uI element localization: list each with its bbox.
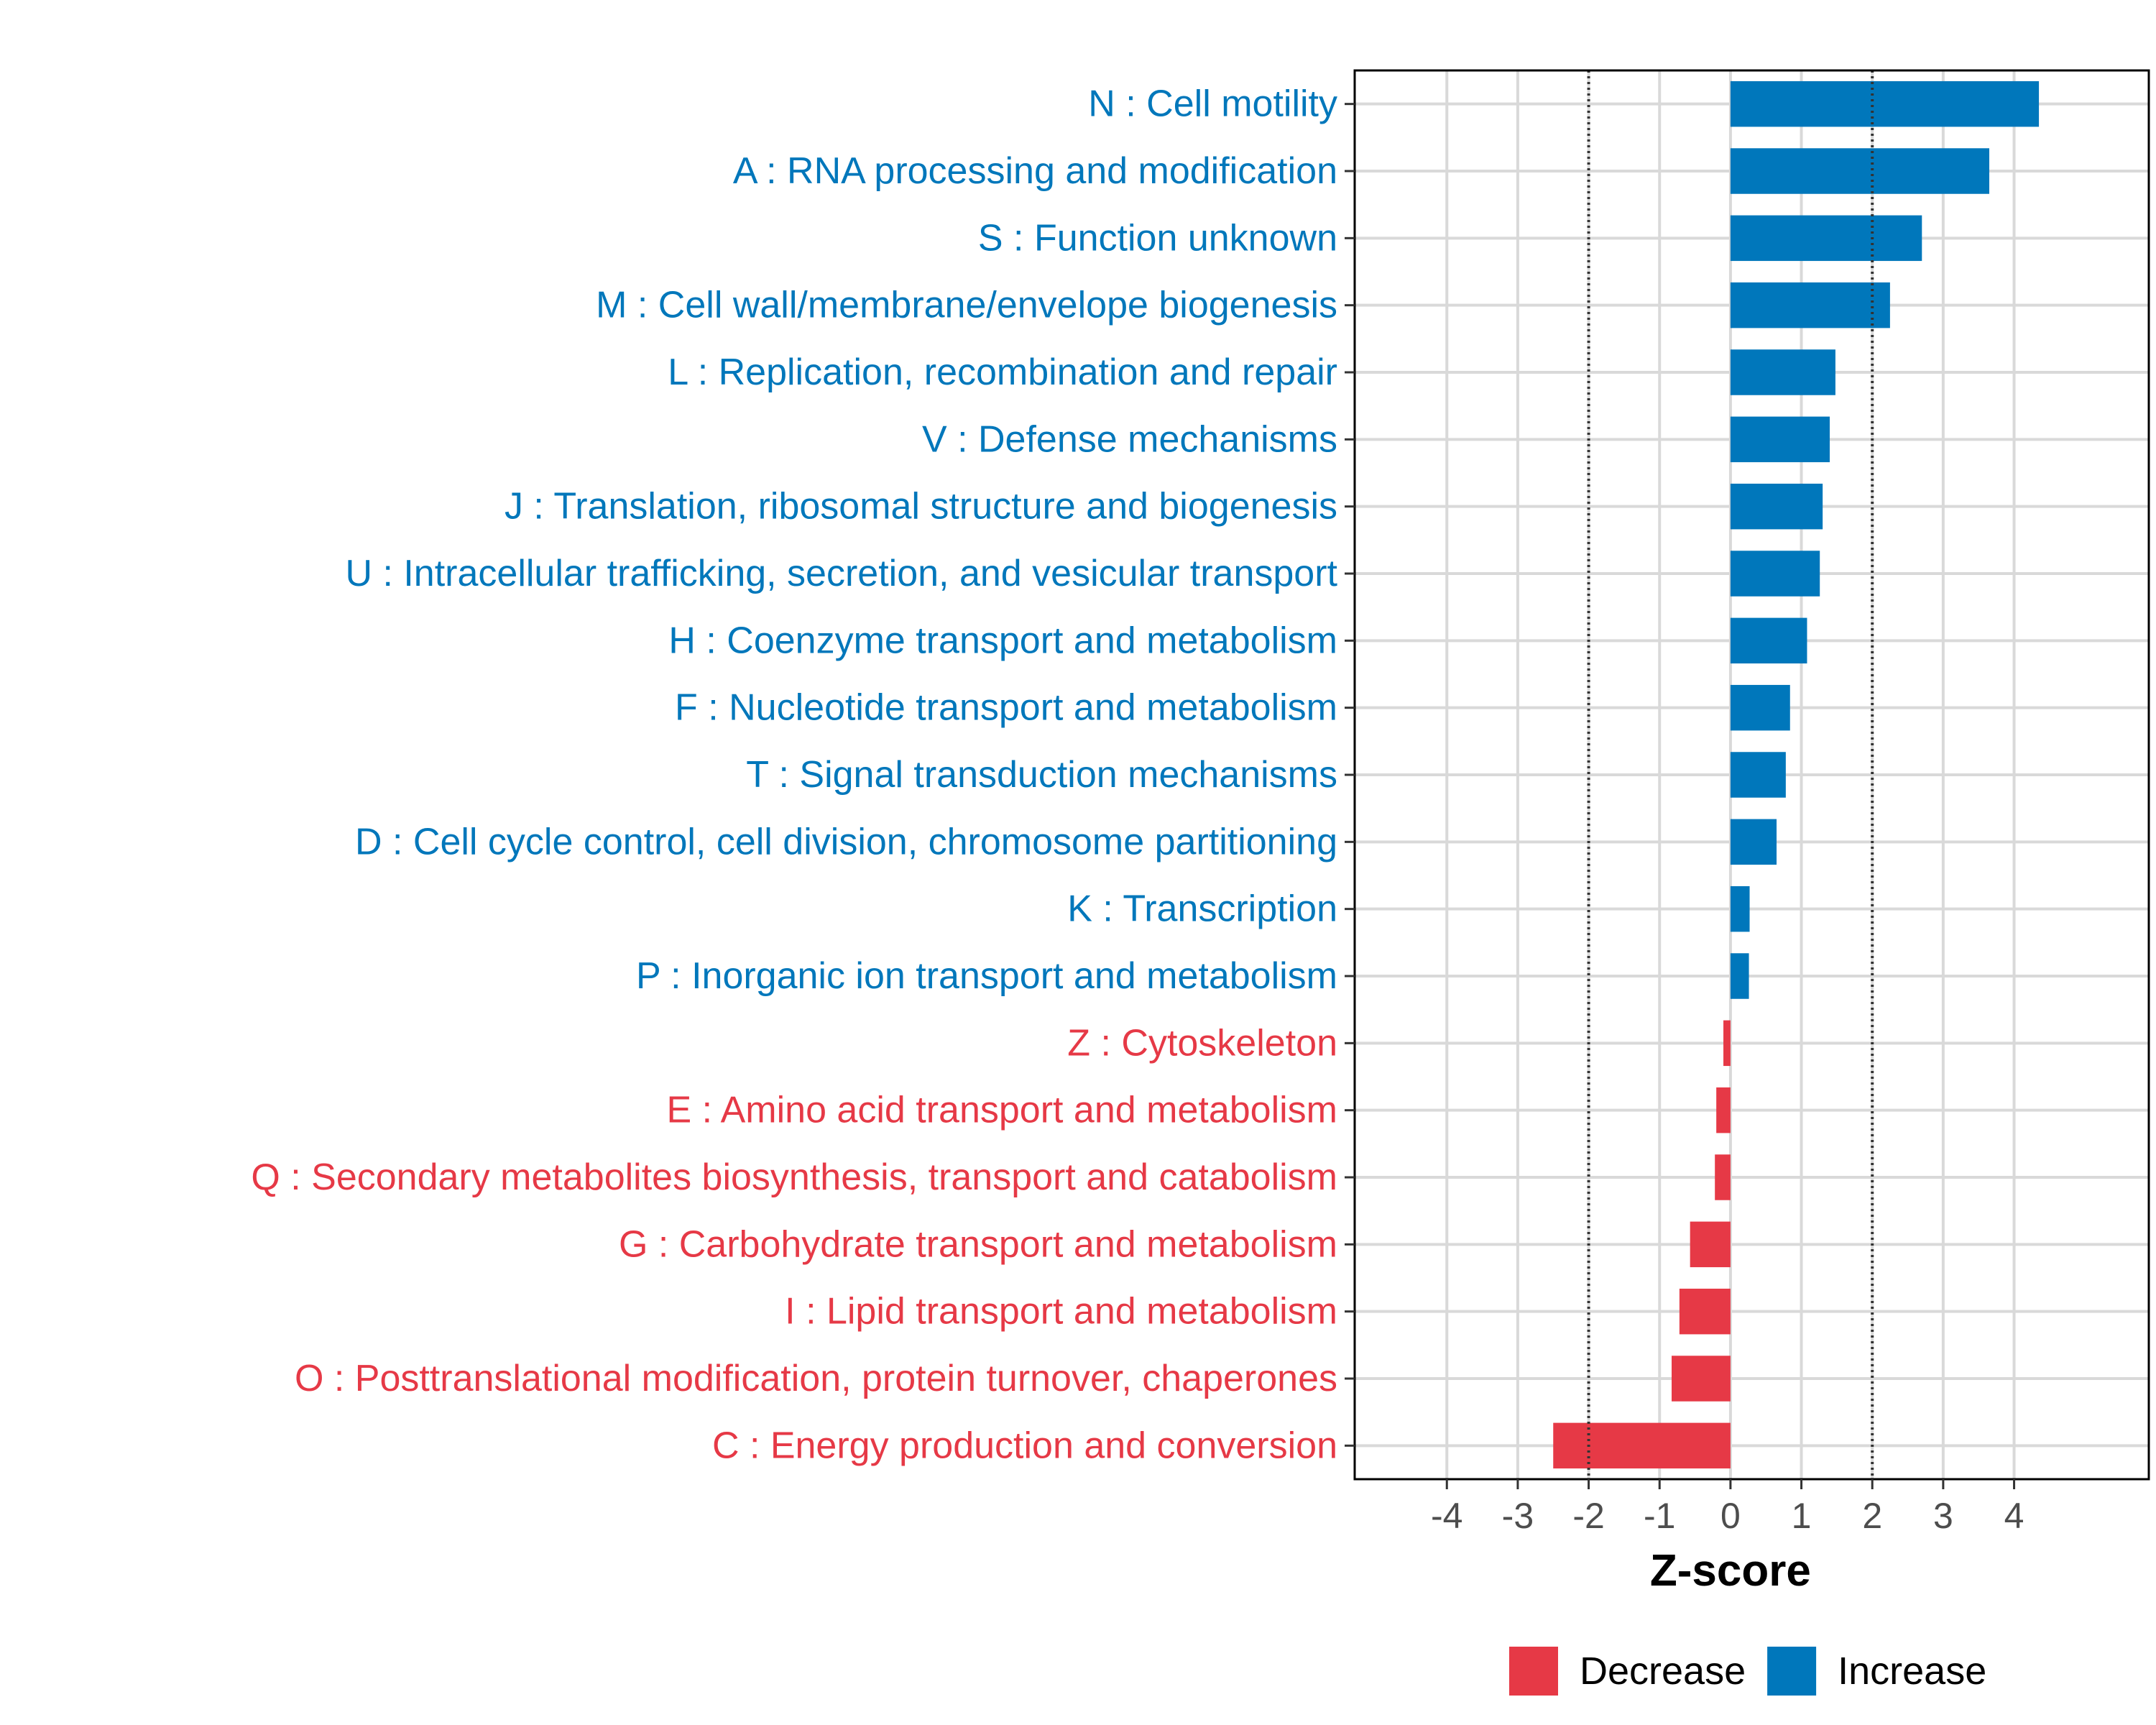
bar	[1730, 551, 1820, 597]
x-axis-title: Z-score	[1650, 1546, 1811, 1596]
y-tick-label: O : Posttranslational modification, prot…	[295, 1358, 1337, 1399]
y-tick-label: V : Defense mechanisms	[922, 418, 1337, 460]
x-axis: -4 -3 -2 -1 0 1 2 3 4	[1431, 1479, 2024, 1536]
bar	[1679, 1288, 1731, 1335]
x-tick-label: 3	[1933, 1496, 1953, 1536]
y-tick-label: K : Transcription	[1067, 888, 1337, 930]
y-tick-label: N : Cell motility	[1088, 83, 1337, 125]
x-tick-label: -1	[1644, 1496, 1675, 1536]
bar	[1730, 80, 2040, 127]
bar	[1715, 1154, 1731, 1200]
bar	[1723, 1020, 1731, 1067]
x-tick-label: 2	[1862, 1496, 1882, 1536]
bar	[1730, 752, 1786, 798]
y-tick-label: C : Energy production and conversion	[712, 1425, 1337, 1466]
x-tick-label: -3	[1502, 1496, 1534, 1536]
threshold-lines	[1587, 70, 1874, 1479]
legend-swatch	[1509, 1647, 1558, 1696]
y-tick-label: S : Function unknown	[978, 217, 1337, 259]
bars	[1553, 80, 2040, 1469]
y-tick-label: F : Nucleotide transport and metabolism	[675, 687, 1337, 729]
x-tick-label: -2	[1572, 1496, 1604, 1536]
bar	[1730, 483, 1823, 530]
bar	[1730, 617, 1807, 664]
x-tick-label: 0	[1720, 1496, 1741, 1536]
bar	[1730, 282, 1890, 328]
bar	[1730, 819, 1777, 865]
bar	[1730, 684, 1790, 731]
y-tick-label: G : Carbohydrate transport and metabolis…	[619, 1223, 1337, 1265]
y-tick-label: L : Replication, recombination and repai…	[668, 351, 1337, 393]
y-tick-label: M : Cell wall/membrane/envelope biogenes…	[596, 285, 1337, 326]
bar	[1730, 349, 1835, 395]
x-tick-label: 4	[2004, 1496, 2024, 1536]
bar	[1730, 148, 1990, 194]
bar	[1716, 1087, 1731, 1133]
bar	[1730, 886, 1750, 932]
y-tick-label: P : Inorganic ion transport and metaboli…	[636, 955, 1337, 997]
y-tick-label: H : Coenzyme transport and metabolism	[668, 620, 1337, 661]
x-tick-label: 1	[1792, 1496, 1812, 1536]
legend-label: Increase	[1838, 1650, 1986, 1693]
y-tick-label: U : Intracellular trafficking, secretion…	[345, 553, 1337, 594]
y-tick-label: E : Amino acid transport and metabolism	[666, 1090, 1337, 1131]
legend-swatch	[1767, 1647, 1817, 1696]
bar	[1690, 1221, 1731, 1268]
legend-label: Decrease	[1580, 1650, 1746, 1693]
bar	[1730, 416, 1830, 463]
y-axis: N : Cell motility A : RNA processing and …	[251, 83, 1355, 1466]
bar	[1730, 953, 1749, 999]
legend: Decrease Increase	[1509, 1647, 1986, 1696]
y-tick-label: Z : Cytoskeleton	[1067, 1022, 1337, 1064]
x-tick-label: -4	[1431, 1496, 1462, 1536]
y-tick-label: D : Cell cycle control, cell division, c…	[355, 821, 1337, 862]
y-tick-label: T : Signal transduction mechanisms	[746, 754, 1337, 796]
bar	[1672, 1356, 1731, 1402]
bar	[1553, 1422, 1731, 1469]
y-tick-label: A : RNA processing and modification	[733, 150, 1337, 192]
y-tick-label: J : Translation, ribosomal structure and…	[505, 486, 1337, 528]
bar	[1730, 215, 1922, 262]
y-tick-label: Q : Secondary metabolites biosynthesis, …	[251, 1156, 1337, 1198]
y-tick-label: I : Lipid transport and metabolism	[785, 1291, 1337, 1333]
